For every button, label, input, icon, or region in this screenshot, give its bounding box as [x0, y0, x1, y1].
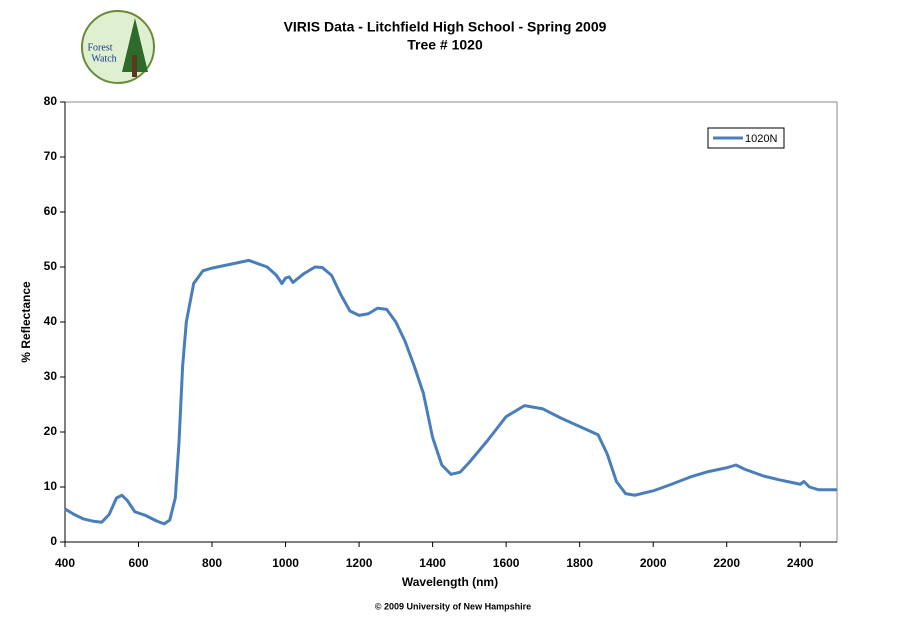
y-tick-label: 50: [44, 259, 58, 273]
y-tick-label: 0: [50, 534, 57, 548]
x-tick-label: 1600: [493, 556, 520, 570]
y-tick-label: 20: [44, 424, 58, 438]
y-tick-label: 60: [44, 204, 58, 218]
y-tick-label: 40: [44, 314, 58, 328]
chart-subtitle: Tree # 1020: [407, 37, 483, 53]
x-tick-label: 2200: [713, 556, 740, 570]
x-tick-label: 1800: [566, 556, 593, 570]
y-tick-label: 80: [44, 94, 58, 108]
logo-text: Watch: [91, 53, 116, 64]
y-axis-label: % Reflectance: [19, 281, 33, 363]
y-tick-label: 30: [44, 369, 58, 383]
x-tick-label: 1400: [419, 556, 446, 570]
y-tick-label: 70: [44, 149, 58, 163]
logo-text: Forest: [88, 42, 113, 53]
x-tick-label: 800: [202, 556, 222, 570]
x-axis-label: Wavelength (nm): [402, 575, 498, 589]
x-tick-label: 400: [55, 556, 75, 570]
logo: Forest Watch: [81, 10, 155, 84]
data-line: [64, 258, 837, 526]
legend-label: 1020N: [745, 133, 777, 145]
x-tick-label: 1200: [346, 556, 373, 570]
x-tick-label: 2400: [787, 556, 814, 570]
x-tick-label: 600: [129, 556, 149, 570]
caption: © 2009 University of New Hampshire: [375, 601, 531, 611]
chart-title: VIRIS Data - Litchfield High School - Sp…: [284, 19, 607, 35]
x-tick-label: 2000: [640, 556, 667, 570]
x-tick-label: 1000: [272, 556, 299, 570]
plot-area: [64, 101, 838, 543]
legend-box: [707, 127, 785, 149]
y-tick-label: 10: [44, 479, 58, 493]
